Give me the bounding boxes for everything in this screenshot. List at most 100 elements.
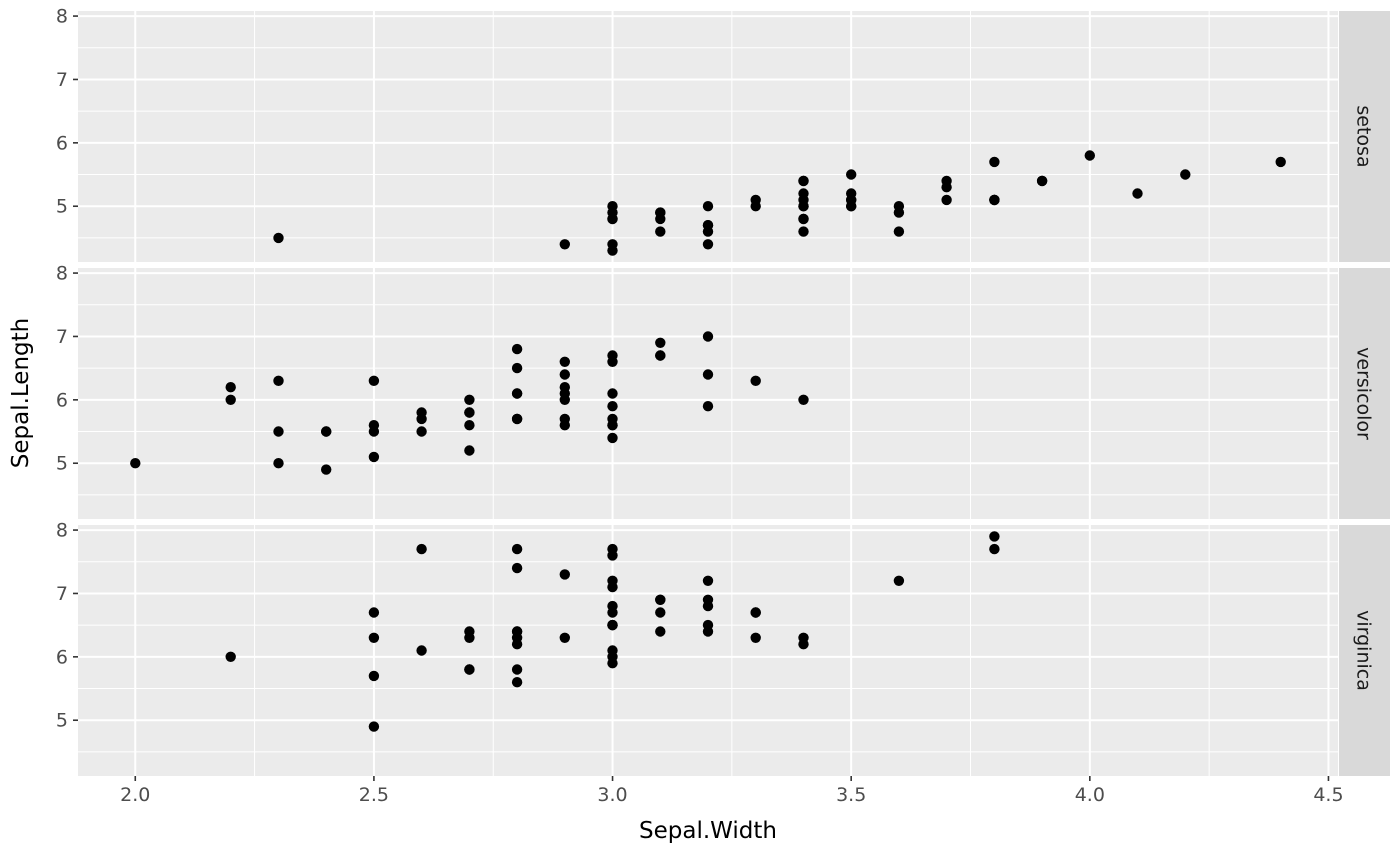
- data-point: [607, 543, 618, 555]
- data-point: [607, 350, 618, 361]
- data-point: [1275, 156, 1286, 168]
- data-point: [511, 632, 523, 643]
- facet-strip-label: setosa: [1353, 105, 1375, 167]
- x-tick-label: 2.5: [359, 784, 389, 806]
- data-point: [1180, 169, 1191, 180]
- data-point: [655, 626, 666, 637]
- x-axis-title: Sepal.Width: [639, 818, 777, 844]
- data-point: [416, 407, 427, 418]
- data-point: [273, 426, 284, 437]
- data-point: [368, 451, 380, 463]
- data-point: [846, 169, 857, 180]
- y-tick-label: 8: [56, 263, 68, 285]
- data-point: [225, 651, 236, 662]
- data-point: [511, 664, 523, 675]
- data-point: [989, 156, 1000, 168]
- data-point: [225, 394, 236, 405]
- data-point: [607, 575, 618, 586]
- data-point: [368, 607, 380, 618]
- data-point: [798, 226, 809, 237]
- facet-strip: [1339, 525, 1390, 776]
- x-tick-label: 4.5: [1313, 784, 1343, 806]
- data-point: [416, 543, 427, 555]
- data-point: [702, 331, 714, 342]
- data-point: [559, 569, 570, 580]
- data-point: [893, 226, 905, 237]
- y-tick-label: 7: [56, 69, 68, 91]
- data-point: [464, 394, 475, 405]
- data-point: [511, 343, 523, 355]
- data-point: [511, 543, 523, 555]
- data-point: [989, 194, 1000, 206]
- data-point: [368, 721, 380, 732]
- y-tick-label: 5: [56, 196, 68, 218]
- data-point: [416, 426, 427, 437]
- data-point: [607, 619, 618, 631]
- data-point: [368, 375, 380, 386]
- data-point: [750, 607, 761, 618]
- data-point: [511, 388, 523, 399]
- data-point: [750, 632, 761, 643]
- data-point: [130, 458, 141, 469]
- data-point: [559, 239, 570, 250]
- x-tick-label: 4.0: [1075, 784, 1105, 806]
- data-point: [511, 677, 523, 688]
- x-tick-label: 2.0: [120, 784, 150, 806]
- facet-strip: [1339, 11, 1390, 262]
- data-point: [798, 194, 809, 206]
- data-point: [559, 413, 570, 425]
- y-tick-label: 7: [56, 583, 68, 605]
- data-point: [702, 226, 714, 237]
- data-point: [702, 575, 714, 586]
- data-point: [607, 413, 618, 425]
- data-point: [225, 382, 236, 393]
- data-point: [559, 394, 570, 405]
- y-axis-title: Sepal.Length: [8, 317, 34, 469]
- facet-strip: [1339, 268, 1390, 519]
- data-point: [464, 407, 475, 418]
- data-point: [273, 375, 284, 386]
- y-tick-label: 6: [56, 389, 68, 411]
- data-point: [1036, 175, 1048, 187]
- data-point: [702, 201, 714, 212]
- data-point: [607, 201, 618, 212]
- data-point: [702, 239, 714, 250]
- data-point: [607, 388, 618, 399]
- data-point: [798, 639, 809, 650]
- data-point: [607, 432, 618, 444]
- data-point: [798, 175, 809, 187]
- data-point: [750, 375, 761, 386]
- data-point: [464, 664, 475, 675]
- y-tick-label: 7: [56, 326, 68, 348]
- data-point: [607, 401, 618, 412]
- data-point: [273, 458, 284, 469]
- data-point: [846, 188, 857, 199]
- data-point: [655, 226, 666, 237]
- data-point: [273, 232, 284, 244]
- data-point: [989, 531, 1000, 542]
- data-point: [511, 413, 523, 425]
- data-point: [702, 626, 714, 637]
- data-point: [464, 632, 475, 643]
- y-tick-label: 5: [56, 710, 68, 732]
- data-point: [321, 426, 332, 437]
- data-point: [655, 607, 666, 618]
- data-point: [416, 645, 427, 656]
- data-point: [846, 201, 857, 212]
- panel-background: [78, 268, 1338, 519]
- data-point: [607, 658, 618, 669]
- data-point: [607, 239, 618, 250]
- data-point: [607, 213, 618, 225]
- data-point: [511, 562, 523, 574]
- data-point: [702, 369, 714, 380]
- x-tick-label: 3.0: [597, 784, 627, 806]
- data-point: [941, 194, 952, 206]
- data-point: [798, 394, 809, 405]
- data-point: [750, 201, 761, 212]
- data-point: [655, 207, 666, 218]
- data-point: [607, 607, 618, 618]
- data-point: [511, 362, 523, 374]
- y-tick-label: 8: [56, 520, 68, 542]
- data-point: [368, 632, 380, 643]
- x-tick-label: 3.5: [836, 784, 866, 806]
